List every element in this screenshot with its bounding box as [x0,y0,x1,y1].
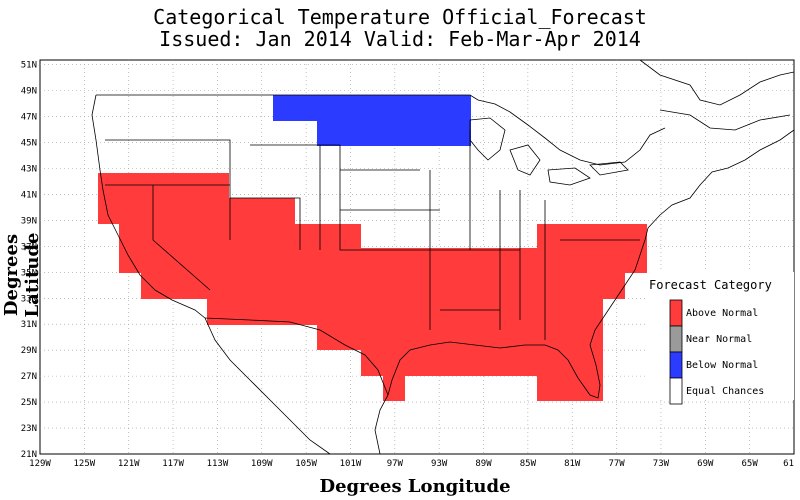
x-tick-label: 117W [162,459,184,469]
legend: Forecast Category Above Normal Near Norma… [648,272,794,405]
y-tick-label: 21N [21,450,37,460]
above-normal-region-florida [537,350,603,401]
legend-swatch [669,299,683,327]
x-tick-label: 121W [118,459,140,469]
y-tick-label: 47N [21,113,37,123]
y-axis-ticks: 21N 23N 25N 27N 29N 31N 33N 35N 37N 39N 41N 43N 45N 4… [21,61,37,460]
x-tick-label: 109W [251,459,273,469]
x-tick-label: 65W [742,459,759,469]
x-tick-label: 101W [340,459,362,469]
y-tick-label: 45N [21,139,37,149]
map-title-line2: Issued: Jan 2014 Valid: Feb-Mar-Apr 2014 [159,27,641,51]
x-axis-label: Degrees Longitude [319,476,511,497]
x-tick-label: 85W [520,459,537,469]
y-tick-label: 29N [21,346,37,356]
legend-label: Below Normal [686,360,758,371]
y-tick-label: 41N [21,190,37,200]
x-axis-ticks: 129W 125W 121W 117W 113W 109W 105W 101W 97W 93W 89… [29,459,794,469]
coastlines-and-borders [91,59,795,455]
y-axis-label: Degrees Latitude [1,232,43,318]
x-tick-label: 89W [475,459,492,469]
x-tick-label: 81W [564,459,581,469]
legend-swatch [669,377,683,405]
legend-swatch [669,325,683,353]
legend-label: Above Normal [686,308,758,319]
y-tick-label: 43N [21,164,37,174]
y-tick-label: 23N [21,424,37,434]
y-tick-label: 51N [21,61,37,71]
y-tick-label: 27N [21,372,37,382]
map-title-line1: Categorical Temperature Official_Forecas… [153,5,647,29]
x-tick-label: 97W [387,459,404,469]
x-tick-label: 61 [783,459,794,469]
y-tick-label: 33N [21,294,37,304]
x-tick-label: 113W [207,459,229,469]
x-tick-label: 125W [74,459,96,469]
above-normal-region [98,173,647,401]
y-tick-label: 39N [21,216,37,226]
y-tick-label: 35N [21,268,37,278]
x-tick-label: 105W [295,459,317,469]
x-tick-label: 93W [431,459,448,469]
x-tick-label: 129W [29,459,51,469]
y-tick-label: 25N [21,398,37,408]
below-normal-region [273,95,471,146]
x-tick-label: 77W [608,459,625,469]
legend-swatch [669,351,683,379]
y-tick-label: 37N [21,242,37,252]
y-tick-label: 49N [21,87,37,97]
y-tick-label: 31N [21,320,37,330]
x-tick-label: 73W [653,459,670,469]
legend-label: Equal Chances [686,386,764,397]
legend-title: Forecast Category [649,278,772,292]
legend-label: Near Normal [686,334,752,345]
x-tick-label: 69W [697,459,714,469]
